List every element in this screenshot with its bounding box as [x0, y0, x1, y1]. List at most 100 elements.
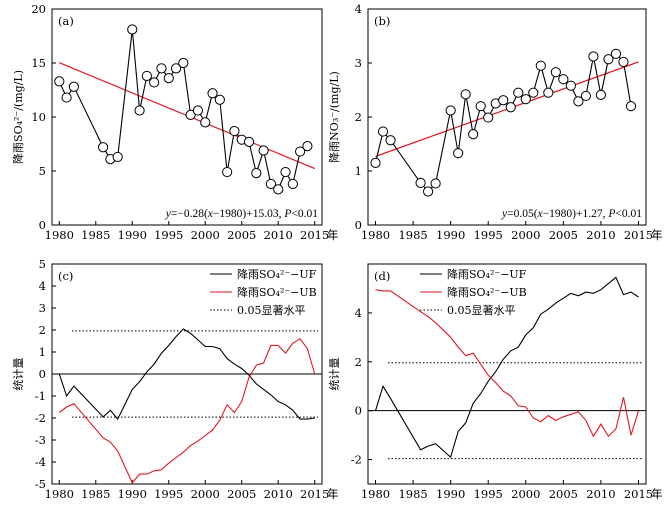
y-tick-label: -4	[35, 455, 46, 469]
data-point	[603, 54, 614, 65]
legend: 降雨SO₄²⁻−UF 降雨SO₄²⁻−UB 0.05显著水平	[420, 267, 527, 317]
x-tick-label: 1995	[474, 228, 503, 242]
data-point	[61, 92, 72, 103]
y-tick-label: 5	[39, 257, 46, 271]
y-tick-label: 4	[355, 306, 362, 320]
data-point	[528, 87, 539, 98]
y-tick-label: 3	[39, 301, 46, 315]
data-point	[595, 89, 607, 100]
series-line-0	[58, 328, 315, 421]
x-tick-label: 2010	[586, 228, 615, 242]
x-tick-label: 1995	[474, 487, 503, 501]
y-tick-label: 1	[355, 164, 362, 178]
data-point	[513, 87, 524, 98]
y-tick-label: 0	[39, 218, 46, 232]
y-tick-label: 2	[355, 110, 362, 124]
y-tick-label: 0	[355, 404, 362, 418]
data-point	[453, 148, 464, 159]
x-tick-label: 2005	[549, 487, 578, 501]
y-tick-label: 4	[355, 2, 362, 16]
data-point	[265, 178, 277, 190]
data-point	[97, 142, 109, 153]
data-point	[565, 80, 576, 91]
data-point	[258, 145, 269, 156]
panel-label: (b)	[374, 14, 390, 28]
data-point	[163, 73, 174, 84]
x-tick-label: 1985	[81, 228, 110, 242]
x-tick-label: 2015	[624, 228, 653, 242]
panel-label: (a)	[58, 14, 74, 28]
data-point	[520, 94, 531, 105]
data-point	[610, 48, 622, 59]
x-tick-label: 1985	[398, 487, 427, 501]
series-line-1	[375, 289, 640, 438]
x-tick-label: 1990	[118, 228, 147, 242]
data-point	[287, 178, 298, 190]
data-point	[483, 112, 494, 123]
data-point	[149, 77, 160, 88]
data-point	[192, 105, 204, 116]
y-tick-label: -2	[35, 411, 46, 425]
data-point	[295, 146, 306, 157]
x-tick-label: 2000	[191, 228, 220, 242]
x-tick-label: 1995	[154, 487, 183, 501]
data-point	[134, 105, 145, 116]
x-unit-label: 年	[651, 228, 663, 242]
x-unit-label: 年	[327, 487, 339, 501]
x-tick-label: 1990	[118, 487, 147, 501]
x-tick-label: 2015	[624, 487, 653, 501]
data-point	[588, 51, 599, 62]
x-tick-label: 2005	[227, 487, 256, 501]
x-tick-label: 2005	[227, 228, 256, 242]
data-point	[445, 105, 456, 116]
data-point	[550, 67, 561, 78]
data-point	[535, 60, 546, 71]
series-line-0	[58, 29, 308, 191]
legend-label: 0.05显著水平	[237, 303, 306, 317]
x-tick-label: 2000	[511, 228, 540, 242]
y-axis-label: 统计量	[328, 358, 341, 391]
data-point	[430, 178, 441, 189]
legend-label: 0.05显著水平	[447, 303, 516, 317]
data-point	[54, 76, 65, 87]
panel-label: (c)	[58, 269, 73, 283]
plot-frame	[367, 263, 647, 485]
y-tick-label: -3	[35, 433, 46, 447]
x-tick-label: 1985	[398, 228, 427, 242]
plot-frame	[367, 8, 647, 226]
data-point	[243, 136, 255, 147]
y-tick-label: 5	[39, 164, 46, 178]
chart-panel-3: 1980 1985 1990 1995 2000 2005 2010 2015年-2024统计…	[328, 263, 663, 501]
y-tick-label: -1	[35, 389, 46, 403]
chart-panel-2: 1980 1985 1990 1995 2000 2005 2010 2015年-5-4-3-…	[12, 257, 339, 501]
x-tick-label: 2000	[511, 487, 540, 501]
legend: 降雨SO₄²⁻−UF 降雨SO₄²⁻−UB 0.05显著水平	[210, 267, 317, 317]
y-tick-label: 0	[39, 367, 46, 381]
y-axis-label: 降雨SO₄²⁻/(mg/L)	[11, 70, 25, 164]
panel-label: (d)	[374, 269, 390, 283]
data-point	[251, 168, 262, 179]
data-point	[580, 90, 591, 102]
x-tick-label: 2015	[300, 487, 329, 501]
y-axis-label: 统计量	[12, 358, 25, 391]
data-point	[377, 126, 389, 137]
data-point	[112, 151, 123, 163]
y-tick-label: 15	[31, 56, 46, 70]
data-point	[214, 94, 225, 105]
x-tick-label: 2010	[586, 487, 615, 501]
data-point	[498, 95, 509, 106]
y-tick-label: 4	[39, 279, 46, 293]
data-point	[460, 89, 471, 100]
x-unit-label: 年	[327, 228, 339, 242]
x-tick-label: 1985	[81, 487, 110, 501]
data-point	[207, 88, 218, 99]
x-tick-label: 2010	[264, 228, 293, 242]
y-tick-label: 2	[39, 323, 46, 337]
x-tick-label: 1990	[436, 228, 465, 242]
legend-label: 降雨SO₄²⁻−UB	[237, 285, 317, 299]
data-point	[156, 63, 167, 74]
chart-panel-1: 1980 1985 1990 1995 2000 2005 2010 2015年01234降雨…	[327, 2, 663, 242]
x-tick-label: 1980	[45, 228, 74, 242]
